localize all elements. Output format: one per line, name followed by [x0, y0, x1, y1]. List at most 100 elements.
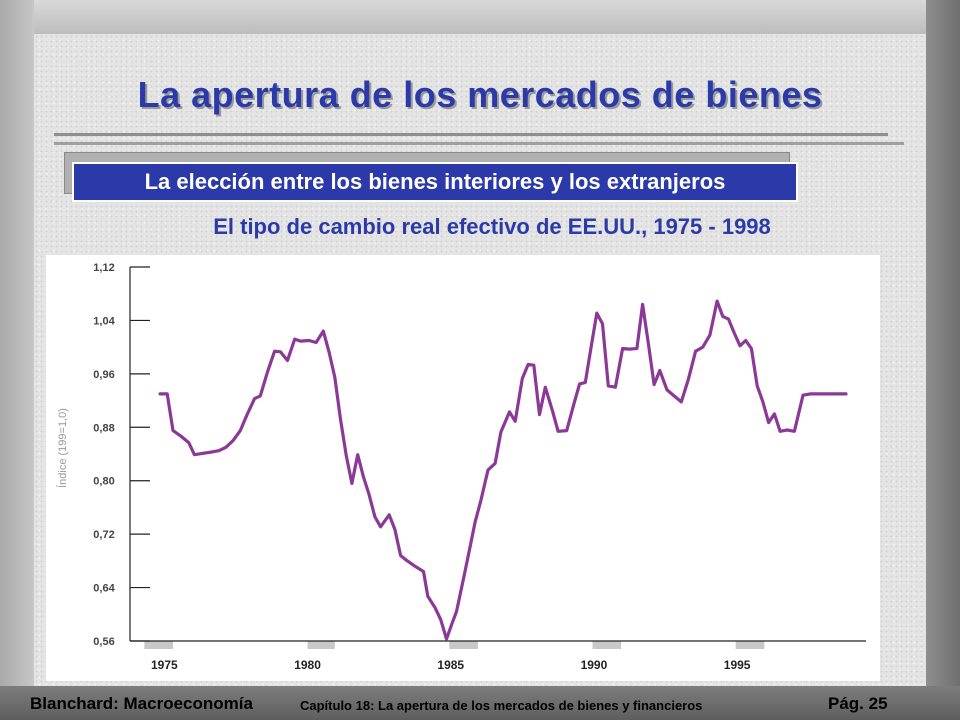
data-point	[750, 347, 753, 350]
data-point	[636, 347, 638, 350]
data-point	[628, 348, 631, 350]
frame-bevel-bottom	[0, 686, 960, 720]
data-point	[273, 350, 276, 352]
data-point	[538, 413, 541, 416]
x-tick-label-1: 1980	[294, 658, 321, 672]
x-tick-label-3: 1990	[581, 658, 608, 672]
title-rule-lower	[54, 142, 904, 145]
data-point	[217, 449, 220, 452]
data-point	[405, 559, 408, 561]
shaded-period-2	[449, 641, 478, 649]
data-point	[202, 452, 204, 455]
slide-title: La apertura de los mercados de bienes	[137, 74, 823, 115]
data-point	[266, 371, 269, 373]
data-point	[687, 378, 690, 380]
shaded-period-4	[735, 641, 765, 649]
data-point	[845, 393, 847, 395]
data-point	[621, 347, 624, 350]
data-point	[601, 322, 604, 325]
data-point	[709, 334, 711, 336]
line-chart: 1,12 1,04 0,96 0,88 0,80 0,72 0,64 0,56 1975 1980…	[56, 262, 866, 672]
y-axis-label: Índice (199=1,0)	[56, 408, 69, 488]
footer-author: Blanchard: Macroeconomía	[30, 694, 253, 713]
data-point	[673, 395, 675, 397]
data-point	[527, 363, 529, 366]
data-point	[474, 521, 476, 523]
data-point	[716, 300, 718, 302]
data-point	[439, 618, 442, 621]
data-point	[573, 403, 575, 405]
data-point	[180, 435, 183, 438]
data-point	[388, 513, 390, 516]
chart-panel: 1,12 1,04 0,96 0,88 0,80 0,72 0,64 0,56 1975 1980…	[46, 255, 880, 681]
y-tick-label-6: 0,64	[93, 583, 115, 595]
data-point	[187, 441, 190, 444]
data-point	[394, 528, 396, 531]
data-point	[837, 393, 840, 395]
chart-axes: 1,12 1,04 0,96 0,88 0,80 0,72 0,64 0,56 1975 1980…	[93, 262, 866, 672]
data-point	[521, 377, 524, 380]
data-point	[172, 429, 174, 432]
frame-bevel-right	[926, 0, 960, 720]
data-point	[767, 421, 770, 424]
data-point	[551, 409, 554, 412]
data-point	[445, 638, 448, 640]
data-point	[786, 429, 789, 431]
data-point	[578, 383, 581, 385]
data-point	[584, 381, 587, 384]
data-point	[653, 383, 655, 386]
data-point	[451, 622, 453, 624]
data-point	[722, 315, 724, 318]
data-point	[166, 393, 169, 395]
data-point	[351, 482, 353, 485]
data-point	[544, 386, 547, 389]
data-points	[159, 300, 847, 640]
data-point	[159, 393, 161, 395]
data-point	[823, 393, 826, 395]
shaded-periods	[144, 641, 765, 649]
data-point	[487, 469, 489, 471]
data-point	[279, 351, 282, 353]
data-point	[379, 525, 382, 528]
data-point	[259, 395, 262, 397]
x-tick-label-0: 1975	[151, 658, 178, 672]
frame-bevel-left	[0, 0, 34, 720]
data-point	[322, 330, 325, 332]
data-point	[557, 430, 559, 433]
shaded-period-3	[592, 641, 622, 649]
title-rule-upper	[54, 133, 888, 136]
y-tick-label-2: 0,96	[93, 369, 114, 381]
data-point	[333, 376, 336, 378]
data-point	[565, 429, 568, 432]
data-point	[345, 454, 348, 457]
shaded-period-1	[307, 641, 335, 649]
data-point	[225, 446, 227, 449]
data-point	[315, 341, 317, 344]
data-point	[414, 565, 416, 567]
data-point	[762, 401, 764, 403]
data-point	[532, 364, 535, 366]
data-point	[468, 549, 471, 551]
y-tick-label-1: 1,04	[93, 315, 115, 327]
data-point	[422, 570, 425, 573]
data-point	[830, 393, 833, 395]
data-point	[286, 359, 289, 362]
data-point	[328, 351, 330, 353]
data-point	[374, 515, 376, 518]
data-point	[494, 462, 496, 465]
data-point	[779, 430, 781, 433]
data-point	[293, 338, 296, 340]
data-point	[607, 385, 610, 387]
y-tick-label-5: 0,72	[93, 529, 114, 541]
series-layer	[158, 299, 848, 641]
x-tick-label-2: 1985	[437, 658, 464, 672]
data-point	[462, 577, 465, 580]
data-point	[253, 397, 256, 400]
data-point	[701, 346, 704, 348]
data-point	[232, 439, 234, 442]
series-line-0	[158, 299, 848, 641]
data-point	[339, 418, 342, 421]
data-point	[756, 385, 758, 387]
data-point	[500, 431, 502, 433]
data-point	[362, 475, 365, 478]
